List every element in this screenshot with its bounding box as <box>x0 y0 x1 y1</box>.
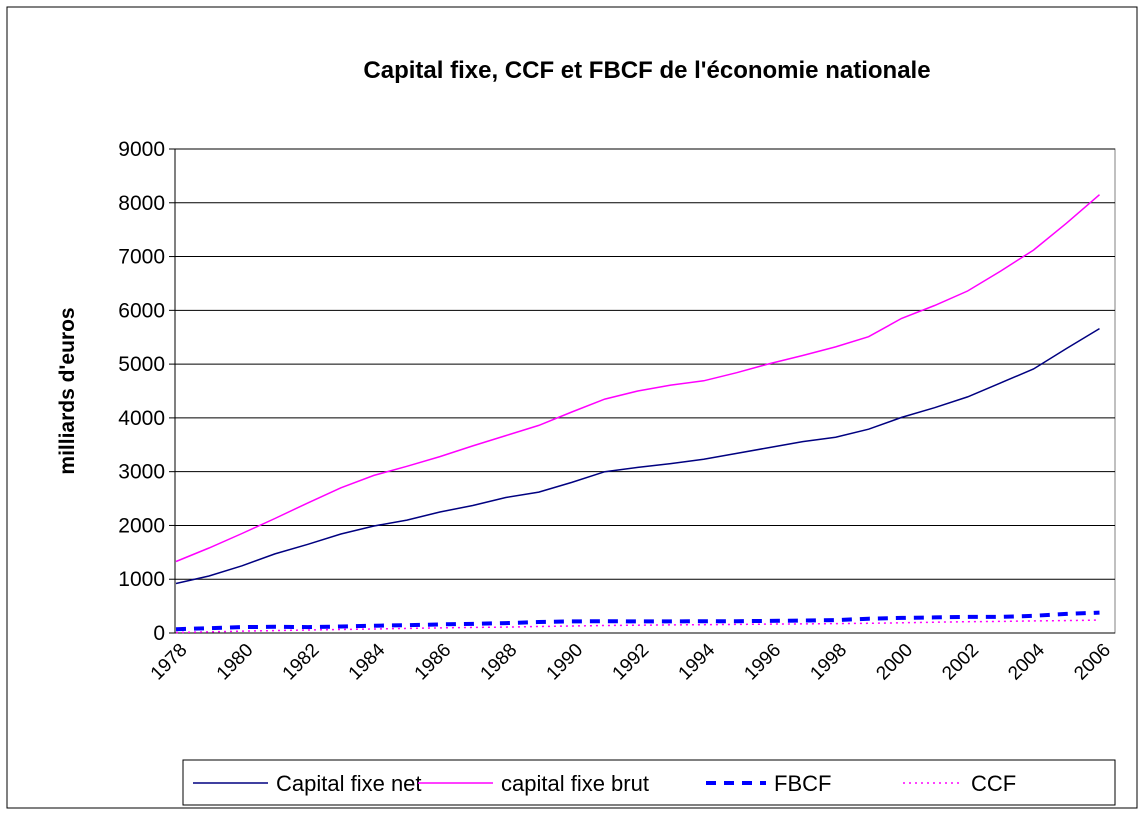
y-tick-label: 7000 <box>118 246 165 269</box>
legend-box <box>182 759 1116 806</box>
legend-label: FBCF <box>774 771 831 796</box>
line-series <box>175 327 1100 585</box>
line-series <box>175 610 1100 632</box>
y-tick-label: 5000 <box>118 353 165 376</box>
y-tick-label: 2000 <box>118 514 165 537</box>
y-tick-label: 4000 <box>118 407 165 430</box>
y-tick-label: 3000 <box>118 461 165 484</box>
y-tick-label: 9000 <box>118 138 165 161</box>
y-axis-label: milliards d'euros <box>56 307 79 474</box>
legend-label: CCF <box>971 771 1016 796</box>
y-tick-label: 0 <box>153 622 165 645</box>
line-series <box>175 619 1100 634</box>
y-tick-label: 1000 <box>118 568 165 591</box>
line-series <box>175 194 1100 563</box>
legend-label: capital fixe brut <box>501 771 649 796</box>
y-tick-label: 8000 <box>118 192 165 215</box>
legend-label: Capital fixe net <box>276 771 422 796</box>
plot-area <box>174 148 1116 634</box>
chart-title: Capital fixe, CCF et FBCF de l'économie … <box>363 57 930 84</box>
y-tick-label: 6000 <box>118 299 165 322</box>
